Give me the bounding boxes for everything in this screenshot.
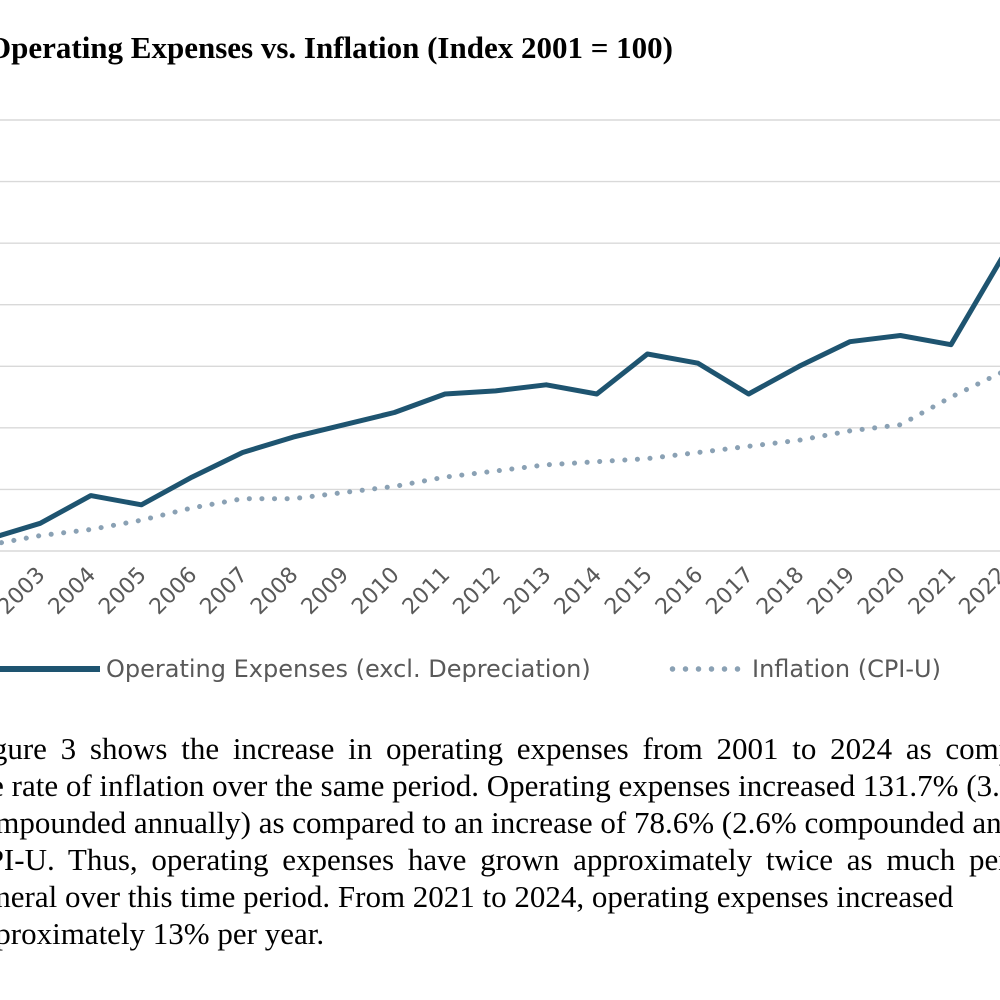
series-lines xyxy=(0,256,1000,546)
x-tick-label: 2005 xyxy=(94,563,151,620)
x-tick-label: 2014 xyxy=(550,563,607,620)
x-tick-label: 2006 xyxy=(145,563,202,620)
legend-label-inflation: Inflation (CPI-U) xyxy=(752,655,941,683)
series-line-inflation xyxy=(0,370,1000,546)
x-tick-label: 2004 xyxy=(44,563,101,620)
legend-item-operating-expenses: Operating Expenses (excl. Depreciation) xyxy=(0,655,591,683)
paragraph-line: approximately 13% per year. xyxy=(0,916,325,951)
chart-title: Operating Expenses vs. Inflation (Index … xyxy=(0,30,673,65)
legend: Operating Expenses (excl. Depreciation) … xyxy=(0,655,1000,691)
legend-item-inflation: Inflation (CPI-U) xyxy=(666,655,941,683)
x-tick-label: 2015 xyxy=(600,563,657,620)
x-tick-label: 2009 xyxy=(297,563,354,620)
x-tick-label: 2018 xyxy=(752,563,809,620)
x-tick-label: 2016 xyxy=(651,563,708,620)
paragraph-line: general over this time period. From 2021… xyxy=(0,879,954,914)
x-tick-label: 2020 xyxy=(853,563,910,620)
paragraph-line: Figure 3 shows the increase in operating… xyxy=(0,731,1000,766)
paragraph-line: CPI-U. Thus, operating expenses have gro… xyxy=(0,842,1000,877)
legend-swatch-solid-line xyxy=(0,666,100,672)
x-tick-label: 2017 xyxy=(702,563,759,620)
x-tick-label: 2012 xyxy=(449,563,506,620)
legend-swatch-dotted-line xyxy=(666,666,744,672)
x-tick-label: 2022 xyxy=(955,563,1000,620)
x-tick-label: 2019 xyxy=(803,563,860,620)
x-tick-label: 2013 xyxy=(499,563,556,620)
x-tick-label: 2007 xyxy=(196,563,253,620)
gridlines xyxy=(0,119,1000,552)
paragraph-line: compounded annually) as compared to an i… xyxy=(0,805,1000,840)
body-paragraph: Figure 3 shows the increase in operating… xyxy=(0,730,1000,952)
series-line-operating-expenses xyxy=(0,256,1000,539)
x-axis-ticks: 2002200320042005200620072008200920102011… xyxy=(0,563,1000,620)
paragraph-line: the rate of inflation over the same peri… xyxy=(0,768,1000,803)
legend-label-operating-expenses: Operating Expenses (excl. Depreciation) xyxy=(106,655,591,683)
line-chart: 2002200320042005200620072008200920102011… xyxy=(0,119,1000,620)
x-tick-label: 2021 xyxy=(904,563,961,620)
x-tick-label: 2008 xyxy=(246,563,303,620)
x-tick-label: 2011 xyxy=(398,563,455,620)
x-tick-label: 2010 xyxy=(347,563,404,620)
x-tick-label: 2003 xyxy=(0,563,50,620)
